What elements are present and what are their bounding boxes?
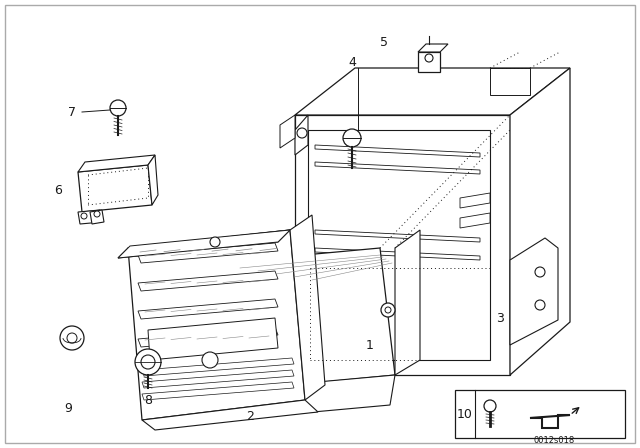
Polygon shape — [78, 210, 102, 224]
Polygon shape — [128, 230, 305, 420]
Polygon shape — [148, 318, 278, 360]
Polygon shape — [510, 238, 558, 345]
Circle shape — [202, 352, 218, 368]
Polygon shape — [142, 358, 294, 376]
Circle shape — [425, 54, 433, 62]
Polygon shape — [118, 230, 290, 258]
Text: 1: 1 — [366, 339, 374, 352]
Circle shape — [94, 211, 100, 217]
Polygon shape — [295, 68, 570, 115]
Text: 7: 7 — [68, 105, 76, 119]
Polygon shape — [460, 213, 490, 228]
Polygon shape — [142, 400, 318, 430]
Polygon shape — [295, 115, 510, 375]
Polygon shape — [142, 370, 294, 388]
Text: 5: 5 — [380, 35, 388, 48]
Polygon shape — [315, 230, 480, 242]
Polygon shape — [295, 115, 308, 155]
Text: 6: 6 — [54, 184, 62, 197]
Polygon shape — [418, 44, 448, 52]
Polygon shape — [315, 145, 480, 157]
Text: 0012s018: 0012s018 — [534, 435, 575, 444]
Polygon shape — [395, 230, 420, 375]
Text: 9: 9 — [64, 401, 72, 414]
Polygon shape — [225, 375, 395, 420]
Circle shape — [141, 355, 155, 369]
Polygon shape — [138, 327, 278, 347]
Polygon shape — [530, 415, 570, 428]
Polygon shape — [315, 162, 480, 174]
Polygon shape — [148, 155, 158, 205]
Circle shape — [535, 267, 545, 277]
Text: 3: 3 — [496, 311, 504, 324]
Circle shape — [60, 326, 84, 350]
Circle shape — [67, 333, 77, 343]
Polygon shape — [138, 299, 278, 319]
Circle shape — [385, 307, 391, 313]
Circle shape — [81, 213, 87, 219]
Polygon shape — [208, 262, 228, 408]
Text: 10: 10 — [457, 408, 473, 421]
Bar — [455, 390, 625, 438]
Polygon shape — [78, 155, 155, 172]
Polygon shape — [315, 248, 480, 260]
Polygon shape — [138, 243, 278, 263]
Circle shape — [381, 303, 395, 317]
Polygon shape — [460, 193, 490, 208]
Polygon shape — [280, 115, 295, 148]
Text: 2: 2 — [246, 409, 254, 422]
Polygon shape — [490, 68, 530, 95]
Circle shape — [484, 400, 496, 412]
Polygon shape — [418, 52, 440, 72]
Polygon shape — [228, 248, 395, 390]
Text: 4: 4 — [348, 56, 356, 69]
Circle shape — [343, 129, 361, 147]
Polygon shape — [118, 230, 290, 258]
Polygon shape — [78, 165, 152, 212]
Circle shape — [110, 100, 126, 116]
Polygon shape — [138, 271, 278, 291]
Polygon shape — [142, 382, 294, 400]
Circle shape — [210, 237, 220, 247]
Circle shape — [535, 300, 545, 310]
Text: 8: 8 — [144, 393, 152, 406]
Polygon shape — [90, 210, 104, 224]
Circle shape — [297, 128, 307, 138]
Polygon shape — [290, 215, 325, 400]
Polygon shape — [308, 130, 490, 360]
Circle shape — [135, 349, 161, 375]
Polygon shape — [510, 68, 570, 375]
